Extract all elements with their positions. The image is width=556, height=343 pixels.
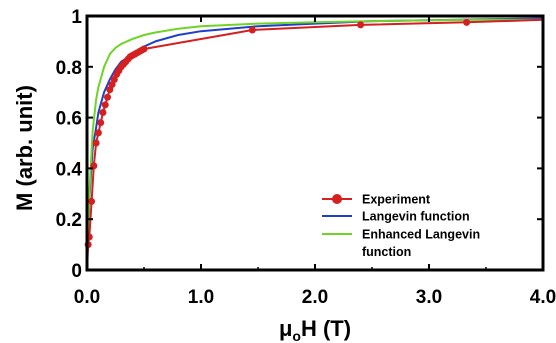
legend-experiment-marker: [332, 194, 342, 204]
series-layer: [84, 17, 544, 271]
y-tick-label: 0.4: [56, 159, 83, 180]
y-axis-label: M (arb. unit): [12, 85, 37, 211]
experiment-point: [99, 109, 107, 117]
y-tick-label: 0.8: [56, 58, 82, 79]
experiment-point: [97, 119, 105, 127]
experiment-point: [101, 101, 109, 109]
y-tick-label: 1: [71, 7, 82, 28]
experiment-point: [94, 129, 102, 137]
x-tick-label: 0.0: [74, 287, 100, 308]
x-tick-label: 2.0: [302, 287, 328, 308]
x-axis-label-mu: μ: [279, 316, 292, 341]
x-tick-label: 1.0: [188, 287, 214, 308]
experiment-point: [463, 18, 471, 26]
y-tick-label: 0.2: [56, 210, 82, 231]
experiment-point: [357, 21, 365, 29]
legend-enhanced-label-line2: function: [362, 245, 411, 259]
legend-langevin-label: Langevin function: [362, 210, 470, 224]
legend-enhanced-label: Enhanced Langevin: [362, 228, 480, 242]
experiment-point: [92, 139, 100, 147]
x-tick-label: 3.0: [416, 287, 442, 308]
experiment-point: [104, 93, 112, 101]
x-tick-label: 4.0: [530, 287, 556, 308]
x-axis-label-rest: H (T): [301, 316, 351, 341]
legend: Experiment Langevin function Enhanced La…: [322, 193, 480, 259]
legend-experiment-label: Experiment: [362, 193, 431, 207]
experiment-point: [88, 197, 96, 205]
y-tick-label: 0.6: [56, 109, 82, 130]
x-axis-label-sub: o: [292, 328, 301, 343]
x-axis-label: μoH (T): [279, 316, 351, 343]
experiment-point: [140, 45, 148, 53]
ticks-layer: 0.0 1.0 2.0 3.0 4.0 0 0.2 0.4 0.6 0.8 1: [56, 7, 556, 308]
experiment-point: [248, 26, 256, 34]
series-line-2: [86, 18, 543, 271]
y-tick-label: 0: [71, 261, 82, 282]
